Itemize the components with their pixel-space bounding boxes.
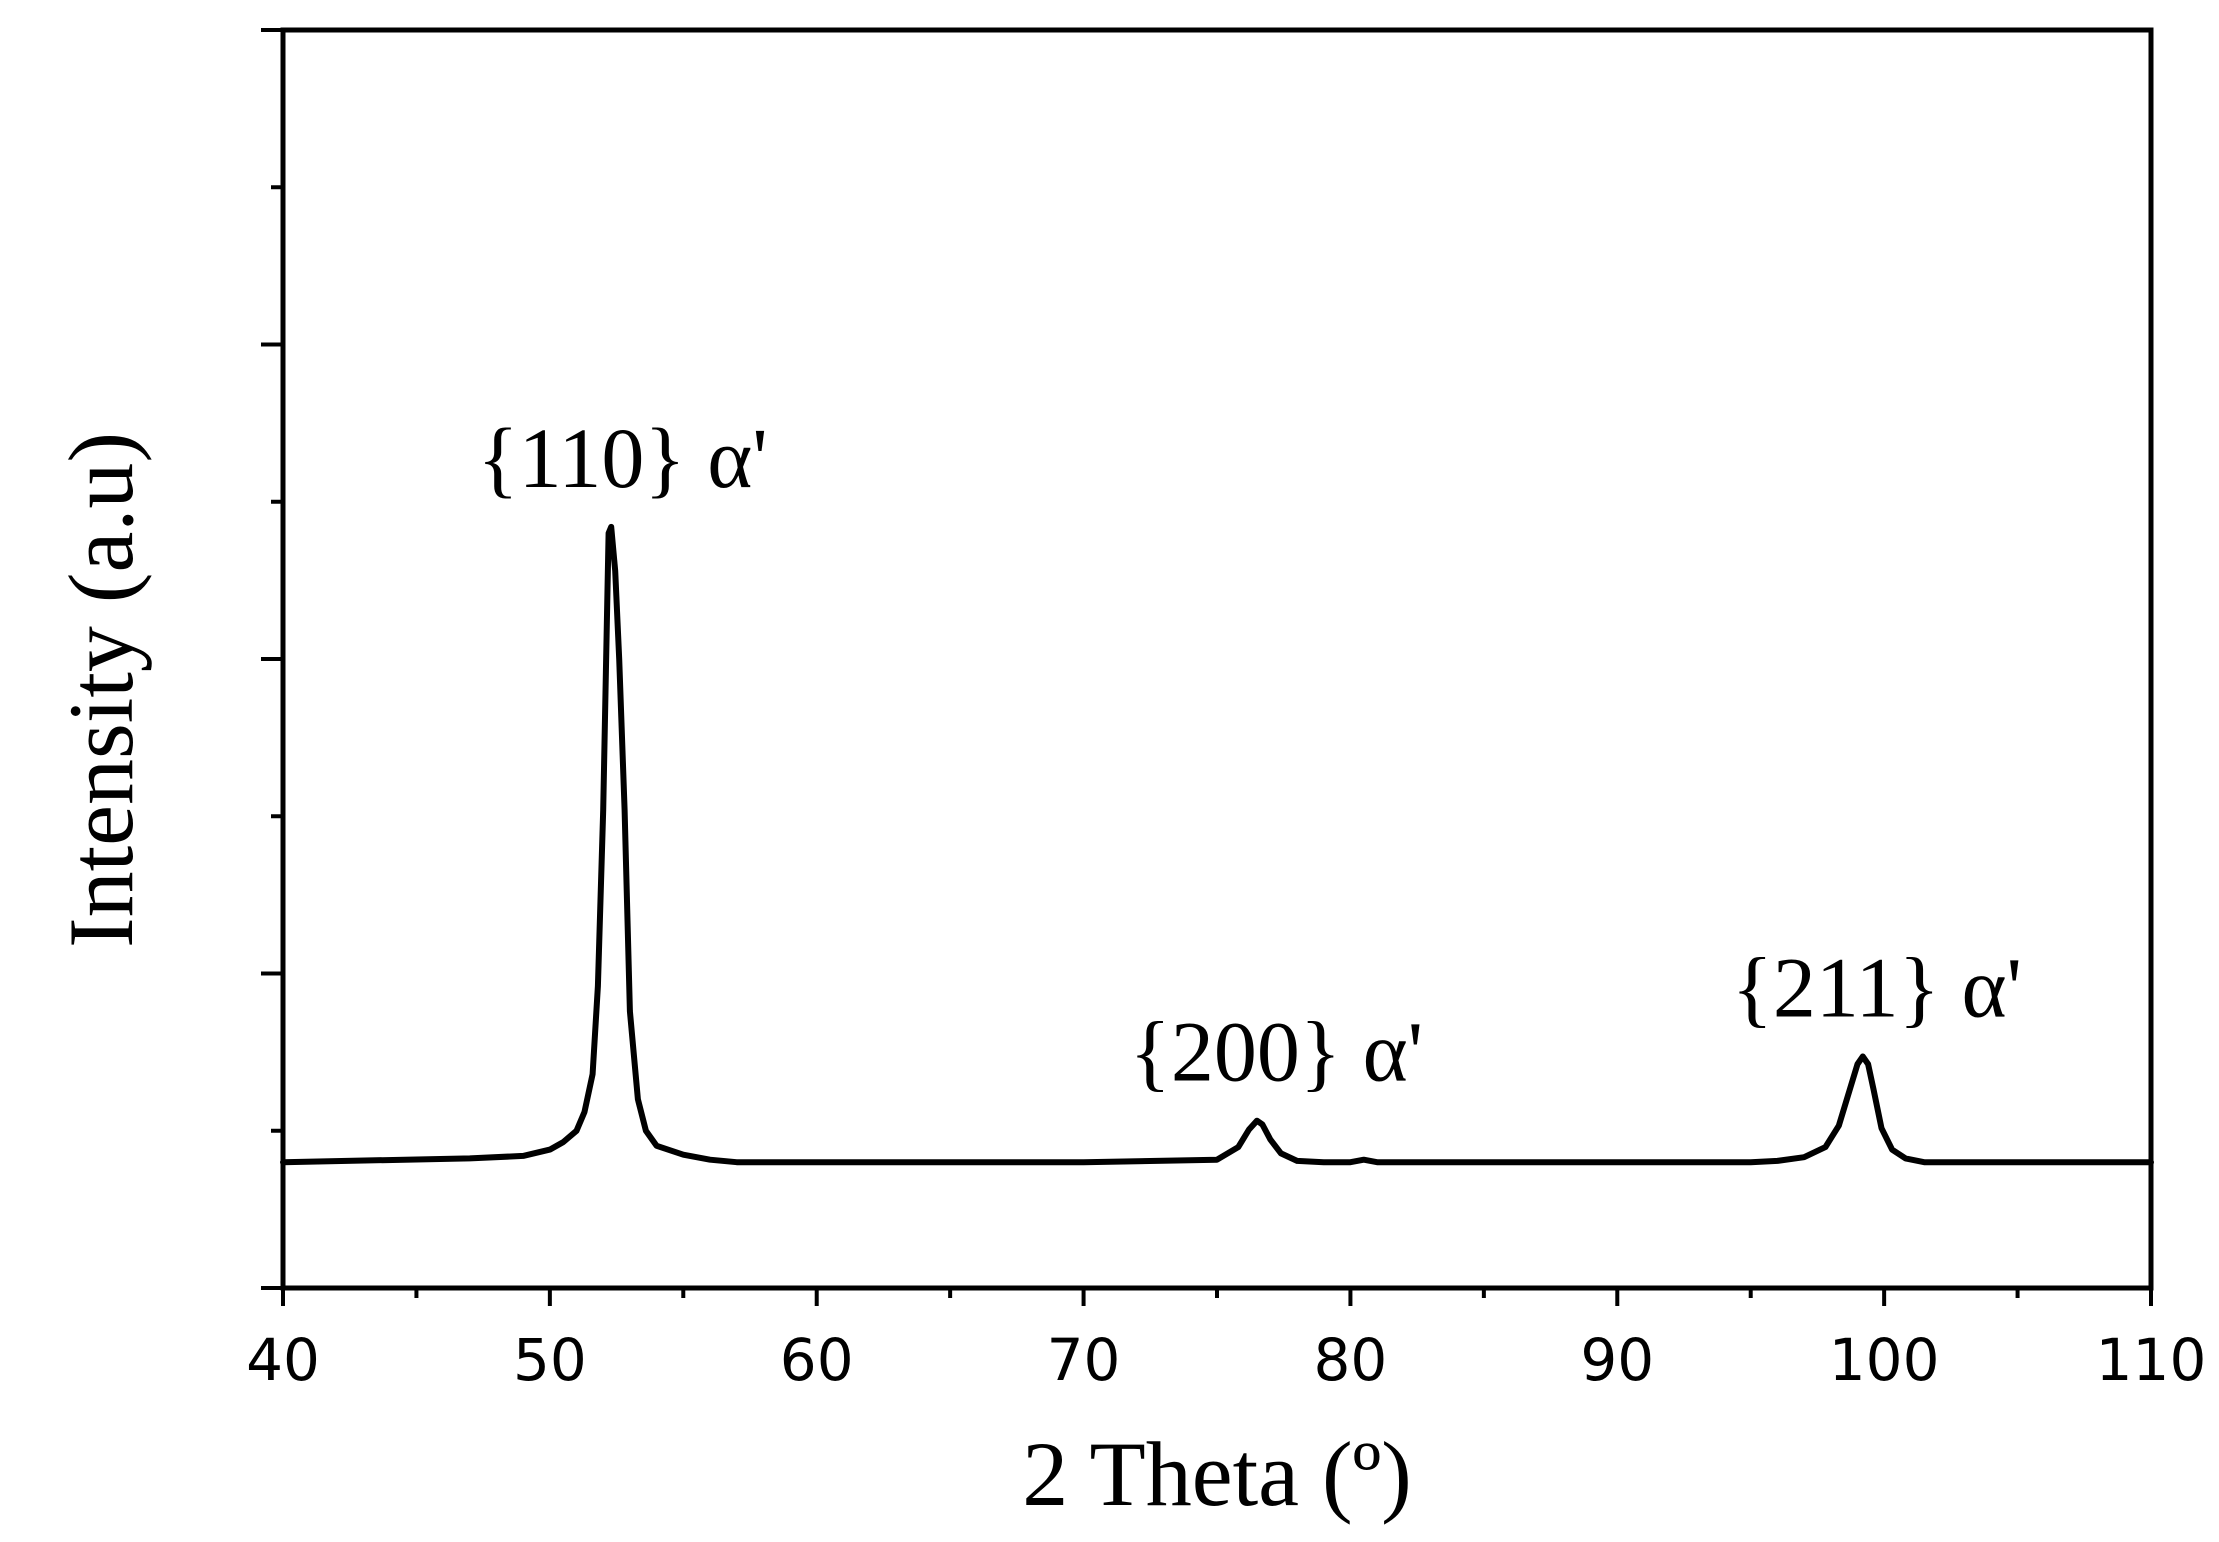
diffraction-pattern-line (280, 523, 2154, 1166)
x-tick-label: 110 (2096, 1326, 2207, 1394)
x-tick-label: 50 (513, 1326, 587, 1394)
x-tick-label: 40 (246, 1326, 320, 1394)
y-axis-title: Intensity (a.u) (50, 432, 152, 948)
x-tick-label: 80 (1314, 1326, 1388, 1394)
plot-area-frame (280, 27, 2154, 1291)
peak-label: {211} α' (1732, 940, 2022, 1036)
peak-label: {200} α' (1130, 1004, 1424, 1100)
peak-label: {110} α' (477, 410, 767, 506)
x-axis-title: 2 Theta (º) (1022, 1423, 1412, 1525)
x-tick-label: 60 (780, 1326, 854, 1394)
peak-annotations: {110} α' {200} α' {211} α' (477, 410, 2022, 1100)
x-tick-labels: 40 50 60 70 80 90 100 110 (246, 1326, 2206, 1394)
x-axis-ticks (281, 1288, 2153, 1306)
x-tick-label: 100 (1829, 1326, 1940, 1394)
y-axis-ticks (261, 28, 283, 1290)
x-tick-label: 70 (1047, 1326, 1121, 1394)
x-tick-label: 90 (1580, 1326, 1654, 1394)
